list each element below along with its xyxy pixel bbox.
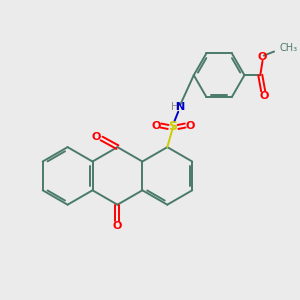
- Text: S: S: [169, 121, 178, 134]
- Text: O: O: [151, 121, 160, 130]
- Text: O: O: [113, 221, 122, 231]
- Text: O: O: [186, 121, 195, 130]
- Text: H: H: [171, 102, 178, 112]
- Text: O: O: [92, 132, 101, 142]
- Text: O: O: [258, 52, 267, 62]
- Text: O: O: [260, 91, 269, 101]
- Text: N: N: [176, 102, 185, 112]
- Text: CH₃: CH₃: [279, 43, 297, 53]
